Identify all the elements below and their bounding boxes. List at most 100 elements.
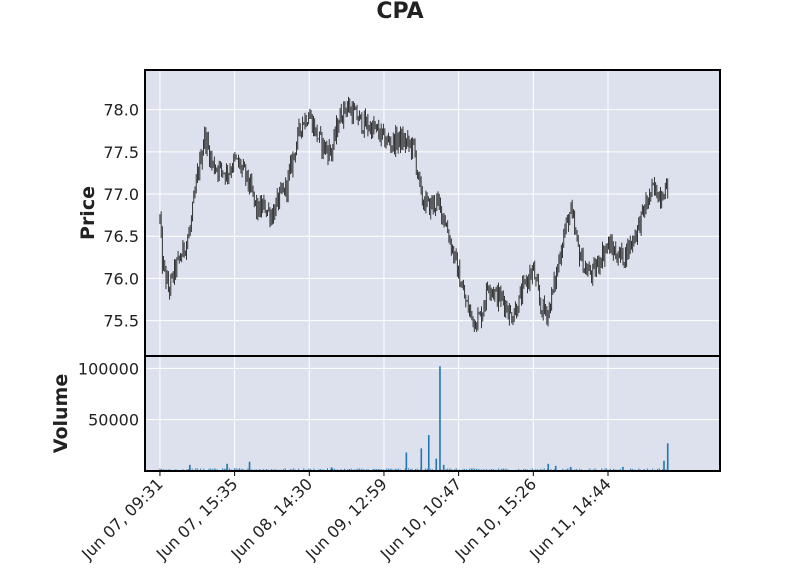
volume-bar — [222, 468, 224, 471]
volume-bar — [562, 468, 564, 471]
volume-bar — [435, 458, 438, 471]
volume-bar — [330, 467, 333, 471]
chart-title: CPA — [376, 0, 423, 24]
volume-bar — [360, 468, 362, 471]
volume-bar — [362, 468, 364, 471]
volume-bar — [638, 468, 640, 471]
volume-bar — [427, 435, 430, 471]
price-candles — [159, 96, 669, 333]
volume-bar — [416, 468, 418, 471]
chart-frame — [144, 69, 721, 472]
volume-bar — [523, 468, 525, 471]
volume-bar — [233, 468, 235, 471]
volume-bar — [503, 468, 504, 471]
volume-bar — [543, 468, 545, 471]
volume-bar — [408, 468, 410, 471]
volume-bar — [631, 468, 633, 471]
volume-bar — [350, 468, 352, 471]
volume-bar — [567, 468, 569, 471]
volume-bar — [247, 468, 249, 471]
volume-bar — [248, 461, 251, 471]
price-panel: 75.5 76.0 76.5 77.0 77.5 78.0 Price — [77, 70, 720, 356]
volume-bar — [476, 468, 477, 471]
price-y-tick-label: 78.0 — [103, 101, 139, 120]
volume-bar — [501, 468, 503, 471]
volume-bar — [391, 468, 393, 471]
volume-bar — [387, 468, 389, 471]
volume-bar — [426, 468, 428, 471]
volume-bar — [340, 468, 342, 471]
volume-bar — [159, 468, 161, 471]
volume-bar — [240, 468, 242, 471]
volume-y-tick-label: 100000 — [78, 359, 139, 378]
volume-bar — [349, 468, 350, 471]
volume-bar — [455, 468, 457, 471]
volume-bar — [259, 468, 261, 471]
volume-bar — [303, 468, 305, 471]
volume-bar — [225, 468, 227, 471]
price-y-tick-label: 76.0 — [103, 269, 139, 288]
volume-bar — [447, 468, 449, 471]
volume-bar — [613, 468, 615, 471]
volume-bar — [469, 468, 471, 471]
volume-bar — [658, 468, 660, 471]
volume-bar — [518, 468, 520, 471]
volume-bar — [506, 468, 508, 471]
volume-bar — [200, 468, 202, 471]
volume-bar — [357, 468, 359, 471]
volume-bar — [420, 448, 423, 471]
volume-bar — [604, 468, 606, 471]
price-y-tick-label: 76.5 — [103, 227, 139, 246]
volume-grid — [145, 356, 720, 471]
price-y-tick-label: 77.5 — [103, 143, 139, 162]
volume-panel: 50000 100000 Volume — [50, 356, 720, 471]
volume-bar — [448, 468, 450, 471]
volume-bar — [228, 468, 230, 471]
volume-bar — [242, 468, 244, 471]
volume-bar — [470, 468, 472, 471]
volume-bar — [284, 468, 286, 471]
volume-bar — [450, 468, 452, 471]
price-axis-label: Price — [77, 186, 99, 240]
volume-bar — [226, 463, 228, 471]
volume-bar — [491, 468, 493, 471]
volume-bar — [606, 468, 608, 471]
volume-bar — [310, 468, 312, 471]
volume-bar — [439, 366, 441, 471]
volume-bar — [594, 468, 596, 471]
volume-bar — [663, 460, 665, 471]
volume-bar — [396, 468, 398, 471]
volume-bar — [630, 468, 631, 471]
volume-bar — [195, 468, 196, 471]
volume-bar — [320, 468, 322, 471]
volume-bar — [666, 443, 669, 471]
volume-bar — [189, 464, 191, 471]
volume-bar — [472, 468, 474, 471]
volume-bar — [657, 468, 659, 471]
volume-bar — [191, 468, 193, 471]
volume-bar — [609, 468, 611, 471]
volume-bar — [161, 468, 163, 471]
price-y-tick-label: 77.0 — [103, 185, 139, 204]
volume-bar — [540, 468, 542, 471]
volume-bar — [652, 468, 653, 471]
volume-bar — [462, 468, 464, 471]
volume-bar — [601, 468, 603, 471]
volume-bar — [308, 468, 310, 471]
volume-bar — [398, 468, 400, 471]
volume-bar — [405, 452, 408, 471]
volume-bar — [332, 468, 334, 471]
volume-bar — [208, 468, 210, 471]
volume-y-ticks: 50000 100000 — [78, 359, 139, 429]
volume-bar — [347, 468, 349, 471]
volume-y-tick-label: 50000 — [88, 411, 139, 430]
volume-bar — [239, 468, 240, 471]
price-y-tick-label: 75.5 — [103, 312, 139, 331]
price-y-ticks: 75.5 76.0 76.5 77.0 77.5 78.0 — [103, 101, 139, 331]
volume-bar — [474, 468, 476, 471]
volume-bar — [372, 468, 374, 471]
volume-bar — [569, 466, 572, 471]
volume-bar — [215, 468, 217, 471]
volume-bar — [327, 468, 328, 471]
